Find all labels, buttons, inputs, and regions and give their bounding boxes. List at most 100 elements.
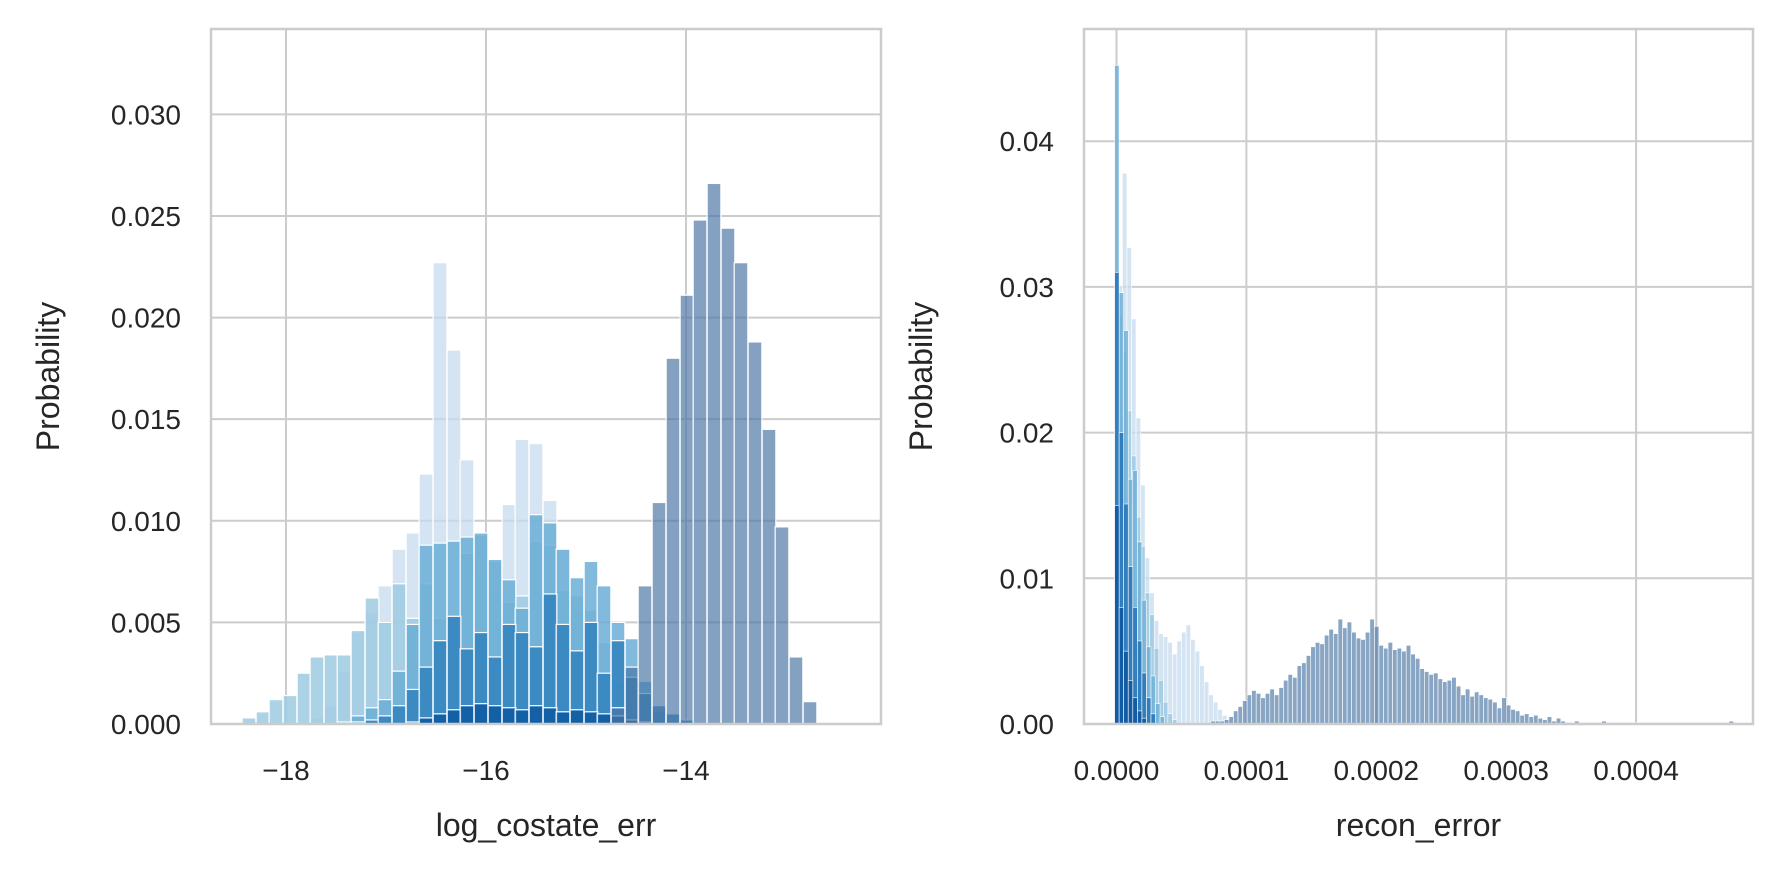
histogram-bar — [1296, 665, 1302, 725]
histogram-bar — [1118, 607, 1124, 725]
histogram-bar — [1132, 697, 1138, 725]
histogram-bar — [1305, 655, 1312, 725]
y-tick-label: 0.025 — [111, 201, 181, 232]
histogram-bar — [1242, 700, 1248, 725]
histogram-bar — [1469, 696, 1475, 725]
histogram-bar — [1474, 691, 1480, 725]
histogram-bar — [459, 705, 475, 725]
histogram-bar — [255, 711, 271, 725]
histogram-bar — [665, 357, 681, 725]
histogram-bar — [1515, 710, 1521, 725]
histogram-bar — [323, 654, 339, 725]
histogram-bar — [747, 341, 763, 725]
histogram-bar — [1446, 679, 1452, 725]
histogram-bar — [432, 640, 448, 725]
histogram-bar — [692, 219, 708, 725]
histogram-bar — [1155, 703, 1161, 725]
histogram-bar — [733, 262, 749, 725]
y-tick-label: 0.00 — [1000, 709, 1055, 740]
histogram-bar — [1460, 694, 1466, 725]
histogram-bar — [528, 705, 544, 725]
histogram-bar — [1233, 710, 1239, 725]
x-tick-label: 0.0002 — [1333, 755, 1419, 786]
histogram-bar — [1437, 678, 1443, 725]
histogram-bar — [1433, 672, 1439, 725]
histogram-bar — [651, 501, 667, 725]
axes-frame — [1082, 27, 1755, 726]
histogram-bar — [555, 711, 571, 725]
histogram-bar — [1194, 650, 1200, 725]
histogram-bar — [774, 526, 790, 725]
histogram-bar — [1255, 693, 1262, 725]
histogram-bar — [487, 705, 503, 725]
histogram-bar — [802, 701, 818, 725]
histogram-bar — [1415, 658, 1421, 725]
histogram-bar — [1123, 650, 1129, 725]
histogram-bar — [1405, 645, 1412, 725]
y-tick-label: 0.005 — [111, 607, 181, 638]
histogram-bar — [596, 713, 612, 725]
y-tick-labels: 0.000 0.005 0.010 0.015 0.020 0.025 0.030 — [111, 99, 181, 740]
histogram-bar — [268, 699, 284, 725]
x-tick-labels: −18 −16 −14 — [262, 755, 710, 786]
histogram-bar — [1146, 697, 1152, 725]
histogram-bar — [1137, 710, 1143, 725]
histogram-bar — [1141, 672, 1147, 725]
histogram-bar — [1301, 662, 1307, 725]
x-axis-label: log_costate_err — [436, 807, 657, 843]
histogram-bar — [1328, 628, 1334, 725]
histogram-bar — [542, 707, 558, 725]
histogram-bar — [1333, 633, 1339, 725]
histogram-bar — [1127, 679, 1134, 725]
histogram-bar — [1292, 677, 1298, 725]
histogram-bar — [720, 227, 736, 725]
histogram-bar — [1392, 649, 1398, 725]
histogram-bar — [1465, 688, 1471, 725]
histogram-bar — [1167, 642, 1173, 725]
y-tick-label: 0.02 — [1000, 418, 1055, 449]
histogram-bar — [569, 709, 585, 725]
histogram-bar — [583, 711, 599, 725]
histogram-bar — [1199, 665, 1205, 725]
histogram-panel-recon-error: 0.000.010.020.030.04 0.0000 0.0001 0.0002 0… — [903, 27, 1755, 843]
histogram-bar — [1451, 677, 1457, 725]
histogram-bar — [405, 688, 421, 725]
histogram-bar — [1510, 709, 1516, 725]
x-tick-labels: 0.0000 0.0001 0.0002 0.0003 0.0004 — [1074, 755, 1679, 786]
histogram-bar — [542, 593, 558, 725]
histogram-bar — [637, 585, 653, 725]
histogram-bar — [1401, 650, 1407, 725]
histogram-bar — [1274, 694, 1280, 725]
histogram-bar — [1442, 681, 1448, 725]
histogram-bar — [1190, 639, 1196, 725]
histogram-bar — [1492, 701, 1498, 725]
histogram-bar — [1519, 714, 1525, 725]
histogram-bar — [1167, 713, 1173, 725]
histogram-bar — [1287, 674, 1293, 725]
histogram-bar — [1410, 653, 1416, 725]
histogram-bar — [1264, 693, 1271, 725]
histogram-bar — [555, 623, 571, 725]
y-tick-label: 0.000 — [111, 709, 181, 740]
histogram-bar — [788, 656, 804, 725]
y-tick-label: 0.04 — [1000, 126, 1055, 157]
histogram-bar — [1378, 645, 1384, 725]
y-axis-label: Probability — [30, 302, 66, 451]
histogram-bar — [432, 713, 448, 725]
histogram-bar — [1355, 637, 1362, 725]
histogram-bar — [1346, 621, 1352, 725]
histogram-bar — [309, 656, 325, 725]
histogram-bar — [610, 707, 626, 725]
histogram-bar — [583, 621, 599, 725]
histogram-bar — [1496, 707, 1503, 725]
histogram-bar — [1237, 706, 1243, 725]
histogram-bar — [1269, 688, 1275, 725]
histogram-bar — [296, 672, 312, 725]
histogram-bar — [501, 707, 517, 725]
histogram-bar — [1310, 646, 1316, 725]
histogram-bar — [1396, 647, 1402, 725]
histogram-bar — [446, 615, 462, 725]
x-tick-label: −18 — [262, 755, 310, 786]
